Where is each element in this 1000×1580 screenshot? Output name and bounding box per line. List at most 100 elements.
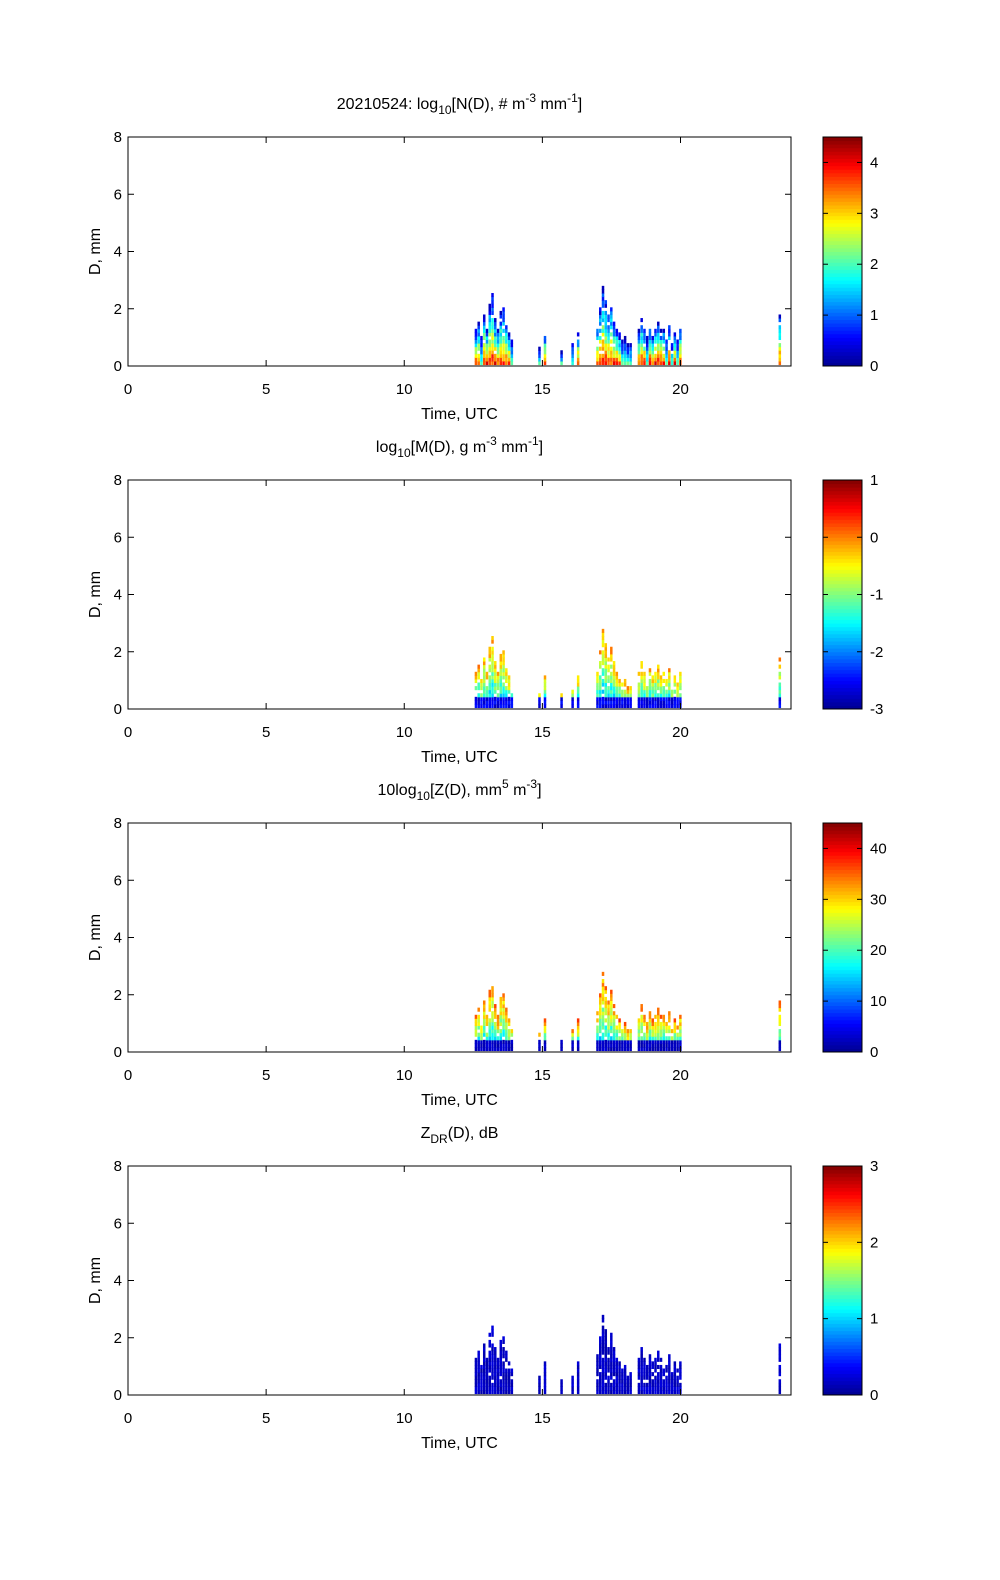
heatmap-cell <box>778 657 782 662</box>
colorbar-segment <box>823 1019 862 1024</box>
heatmap-cell <box>543 689 547 694</box>
heatmap-cell <box>485 360 489 366</box>
heatmap-cell <box>676 693 679 698</box>
heatmap-cell <box>543 343 547 348</box>
heatmap-cell <box>662 339 666 344</box>
heatmap-cell <box>668 1357 671 1362</box>
heatmap-cell <box>499 703 503 709</box>
heatmap-cell <box>505 1357 508 1362</box>
heatmap-cell <box>629 1379 632 1384</box>
heatmap-cell <box>654 1389 657 1395</box>
colorbar-segment <box>823 908 862 913</box>
heatmap-cell <box>482 675 486 680</box>
heatmap-cell <box>629 696 632 701</box>
heatmap-cell <box>499 653 503 658</box>
colorbar-frame <box>822 1165 863 1396</box>
heatmap-cell <box>480 686 483 691</box>
heatmap-cell <box>480 1382 483 1387</box>
colorbar-segment <box>823 494 862 499</box>
colorbar-segment <box>823 962 862 967</box>
heatmap-cell <box>668 1364 671 1370</box>
heatmap-cell <box>604 1361 608 1366</box>
heatmap-cell <box>494 343 497 348</box>
heatmap-cell <box>601 289 605 294</box>
heatmap-cell <box>645 350 649 355</box>
heatmap-cell <box>673 360 677 366</box>
heatmap-cell <box>601 1389 605 1395</box>
heatmap-cell <box>560 357 563 362</box>
heatmap-cell <box>640 1354 643 1359</box>
heatmap-cell <box>615 671 619 676</box>
heatmap-cell <box>668 1018 671 1023</box>
heatmap-cell <box>676 339 679 344</box>
heatmap-cell <box>477 668 480 673</box>
panel-title: ZDR(D), dB <box>421 1125 499 1146</box>
heatmap-cell <box>491 1332 494 1337</box>
heatmap-cell <box>505 339 508 344</box>
heatmap-cell <box>621 1029 624 1034</box>
heatmap-cell <box>618 678 621 684</box>
heatmap-cell <box>488 686 491 691</box>
heatmap-cell <box>485 353 489 358</box>
heatmap-cell <box>615 360 619 366</box>
heatmap-cell <box>491 307 494 312</box>
heatmap-cell <box>618 1382 621 1387</box>
heatmap-cell <box>648 346 652 351</box>
heatmap-cell <box>477 1018 480 1023</box>
heatmap-cell <box>651 1361 654 1366</box>
colorbar-segment <box>823 1362 862 1367</box>
heatmap-cell <box>657 696 660 701</box>
heatmap-cell <box>673 703 677 709</box>
heatmap-cell <box>576 686 580 691</box>
heatmap-cell <box>491 1046 494 1052</box>
heatmap-cell <box>488 1043 491 1048</box>
heatmap-cell <box>599 700 602 705</box>
heatmap-cell <box>601 671 605 676</box>
heatmap-cell <box>491 1389 494 1395</box>
heatmap-cell <box>778 1007 782 1012</box>
heatmap-cell <box>480 357 483 362</box>
heatmap-cell <box>488 343 491 348</box>
heatmap-cell <box>482 1014 486 1019</box>
heatmap-cell <box>659 1043 663 1048</box>
heatmap-cell <box>648 703 652 709</box>
heatmap-cell <box>665 353 668 358</box>
colorbar-segment <box>823 619 862 624</box>
heatmap-cell <box>499 314 503 319</box>
heatmap-cell <box>491 1025 494 1030</box>
heatmap-cell <box>657 664 660 669</box>
y-tick-label: 8 <box>114 815 122 832</box>
heatmap-cell <box>637 1357 641 1362</box>
heatmap-cell <box>643 1039 646 1044</box>
heatmap-cell <box>601 1382 605 1387</box>
heatmap-cell <box>482 321 486 326</box>
heatmap-cell <box>615 1386 619 1391</box>
heatmap-cell <box>618 1021 621 1027</box>
heatmap-cell <box>502 1039 505 1044</box>
heatmap-cell <box>571 693 574 698</box>
heatmap-cell <box>494 1361 497 1366</box>
heatmap-cell <box>610 1025 613 1030</box>
colorbar-segment <box>823 887 862 892</box>
heatmap-cell <box>543 1389 547 1395</box>
heatmap-cell <box>668 1014 671 1019</box>
colorbar-segment <box>823 344 862 349</box>
heatmap-cell <box>657 678 660 684</box>
colorbar-segment <box>823 137 862 142</box>
heatmap-cell <box>621 1379 624 1384</box>
heatmap-cell <box>494 346 497 351</box>
heatmap-cell <box>648 1361 652 1366</box>
heatmap-cell <box>601 1368 605 1373</box>
heatmap-cell <box>477 1036 480 1041</box>
heatmap-cell <box>601 689 605 694</box>
heatmap-cell <box>560 700 563 705</box>
heatmap-cell <box>637 1039 641 1044</box>
heatmap-cell <box>604 1372 608 1377</box>
heatmap-cell <box>494 1029 497 1034</box>
colorbar-segment <box>823 1255 862 1260</box>
heatmap-cell <box>645 1032 649 1037</box>
heatmap-cell <box>607 318 610 323</box>
heatmap-cell <box>778 693 782 698</box>
colorbar-segment <box>823 691 862 696</box>
heatmap-cell <box>640 1364 643 1370</box>
